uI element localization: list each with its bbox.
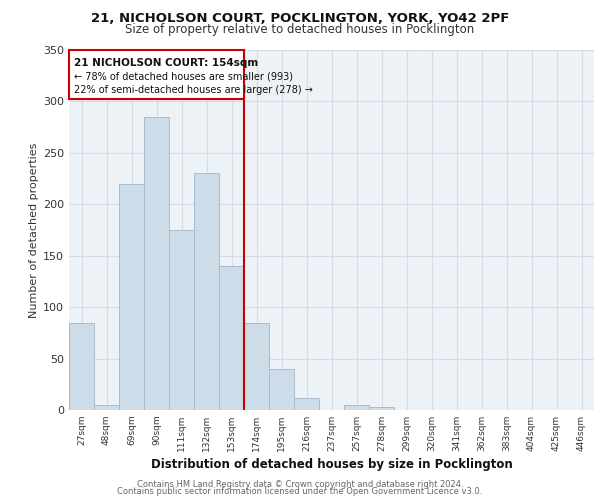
Y-axis label: Number of detached properties: Number of detached properties <box>29 142 39 318</box>
Text: 22% of semi-detached houses are larger (278) →: 22% of semi-detached houses are larger (… <box>74 85 313 95</box>
Text: Contains HM Land Registry data © Crown copyright and database right 2024.: Contains HM Land Registry data © Crown c… <box>137 480 463 489</box>
Bar <box>344 405 369 410</box>
Text: ← 78% of detached houses are smaller (993): ← 78% of detached houses are smaller (99… <box>74 72 293 82</box>
Text: 21, NICHOLSON COURT, POCKLINGTON, YORK, YO42 2PF: 21, NICHOLSON COURT, POCKLINGTON, YORK, … <box>91 12 509 26</box>
X-axis label: Distribution of detached houses by size in Pocklington: Distribution of detached houses by size … <box>151 458 512 471</box>
Bar <box>119 184 144 410</box>
Bar <box>194 174 219 410</box>
Text: 21 NICHOLSON COURT: 154sqm: 21 NICHOLSON COURT: 154sqm <box>74 58 258 68</box>
Bar <box>269 369 294 410</box>
Bar <box>244 322 269 410</box>
Bar <box>69 322 94 410</box>
Bar <box>169 230 194 410</box>
FancyBboxPatch shape <box>69 50 244 100</box>
Bar <box>94 405 119 410</box>
Bar <box>144 117 169 410</box>
Bar <box>294 398 319 410</box>
Bar <box>369 407 394 410</box>
Text: Contains public sector information licensed under the Open Government Licence v3: Contains public sector information licen… <box>118 487 482 496</box>
Text: Size of property relative to detached houses in Pocklington: Size of property relative to detached ho… <box>125 22 475 36</box>
Bar <box>219 266 244 410</box>
